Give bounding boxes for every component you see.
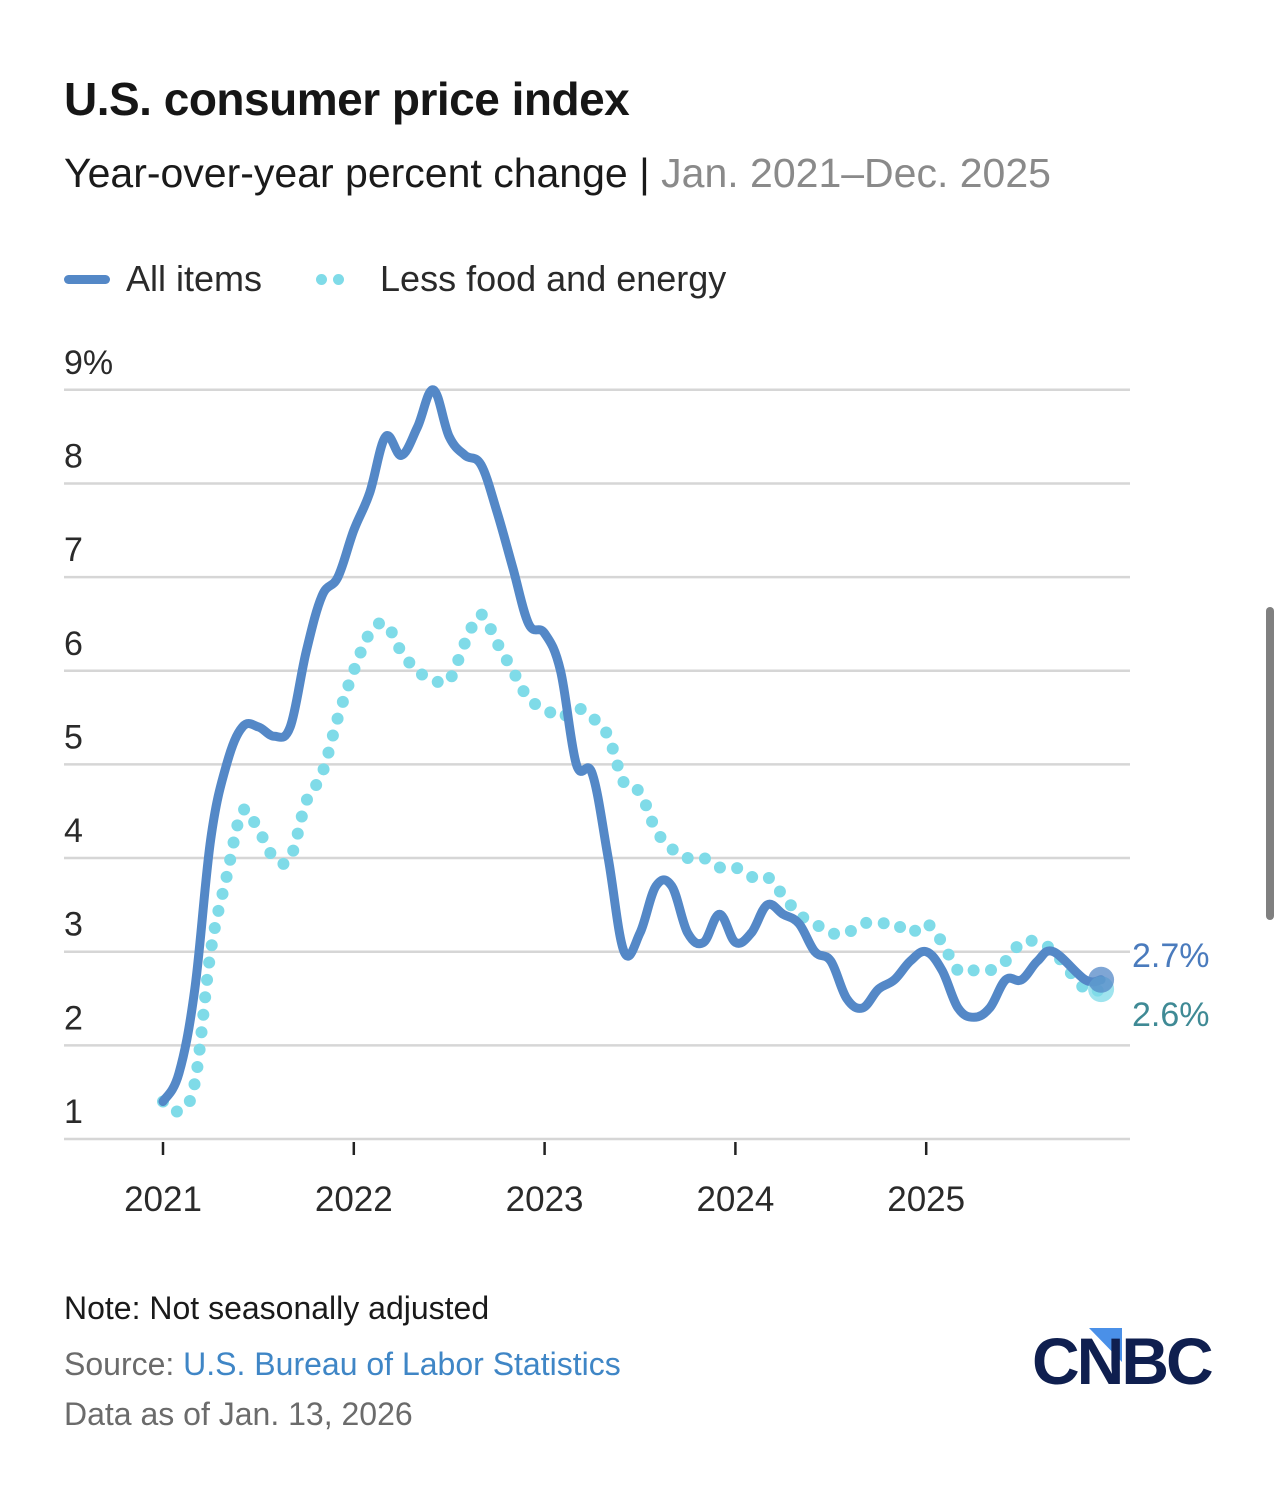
core-dotted-line [157,608,1108,1118]
y-tick-label: 1 [64,1093,83,1131]
y-tick-label: 7 [64,531,83,569]
all-items-line [158,385,1106,1107]
x-tick-label: 2023 [506,1180,584,1219]
x-axis: 2021 2022 2023 2024 2025 [124,1142,965,1219]
y-tick-label: 2 [64,999,83,1037]
subtitle-measure: Year-over-year percent change [64,150,628,196]
source-line: Source: U.S. Bureau of Labor Statistics [64,1346,621,1383]
end-label-core: 2.6% [1132,996,1210,1034]
x-tick-label: 2024 [696,1180,774,1219]
logo-accent-triangle-icon [1089,1328,1122,1362]
source-link[interactable]: U.S. Bureau of Labor Statistics [183,1346,621,1382]
logo-wordmark: CNBC [1032,1326,1212,1388]
legend-label-core: Less food and energy [380,258,727,299]
subtitle-separator: | [627,150,662,196]
y-tick-label: 3 [64,906,83,944]
end-markers [1088,966,1115,1003]
data-as-of: Data as of Jan. 13, 2026 [64,1396,413,1432]
y-tick-label: 8 [64,437,83,475]
legend-label-all-items: All items [126,258,263,299]
series-less-food-and-energy [157,608,1108,1118]
y-axis-tick-labels: 1 2 3 4 5 6 7 8 9% [64,344,113,1131]
legend-item-core: Less food and energy [316,258,727,300]
subtitle-date-range: Jan. 2021–Dec. 2025 [661,150,1051,196]
series-all-items [158,385,1106,1107]
gridlines [64,388,1130,1141]
x-tick-label: 2022 [315,1180,393,1219]
cnbc-logo: CNBC [1032,1326,1215,1388]
x-tick-label: 2021 [124,1180,202,1219]
chart-subtitle: Year-over-year percent change | Jan. 202… [64,150,1051,197]
y-tick-label: 6 [64,625,83,663]
all-items-end-marker [1088,966,1115,993]
y-tick-label: 4 [64,812,83,850]
line-chart: 1 2 3 4 5 6 7 8 9% 2021 2022 2023 2024 2025 2.7% 2.6… [64,344,1210,1219]
footnote: Note: Not seasonally adjusted [64,1290,490,1326]
solid-line-swatch-icon [64,274,110,284]
end-label-all-items: 2.7% [1132,937,1210,975]
y-tick-label: 5 [64,718,83,756]
source-prefix: Source: [64,1346,184,1382]
legend-item-all-items: All items [64,258,262,300]
legend: All items Less food and energy [64,258,794,300]
y-tick-label: 9% [64,344,113,382]
vertical-scrollbar[interactable] [1266,607,1274,920]
x-tick-label: 2025 [887,1180,965,1219]
dotted-line-swatch-icon [316,273,350,285]
chart-title: U.S. consumer price index [64,73,630,125]
